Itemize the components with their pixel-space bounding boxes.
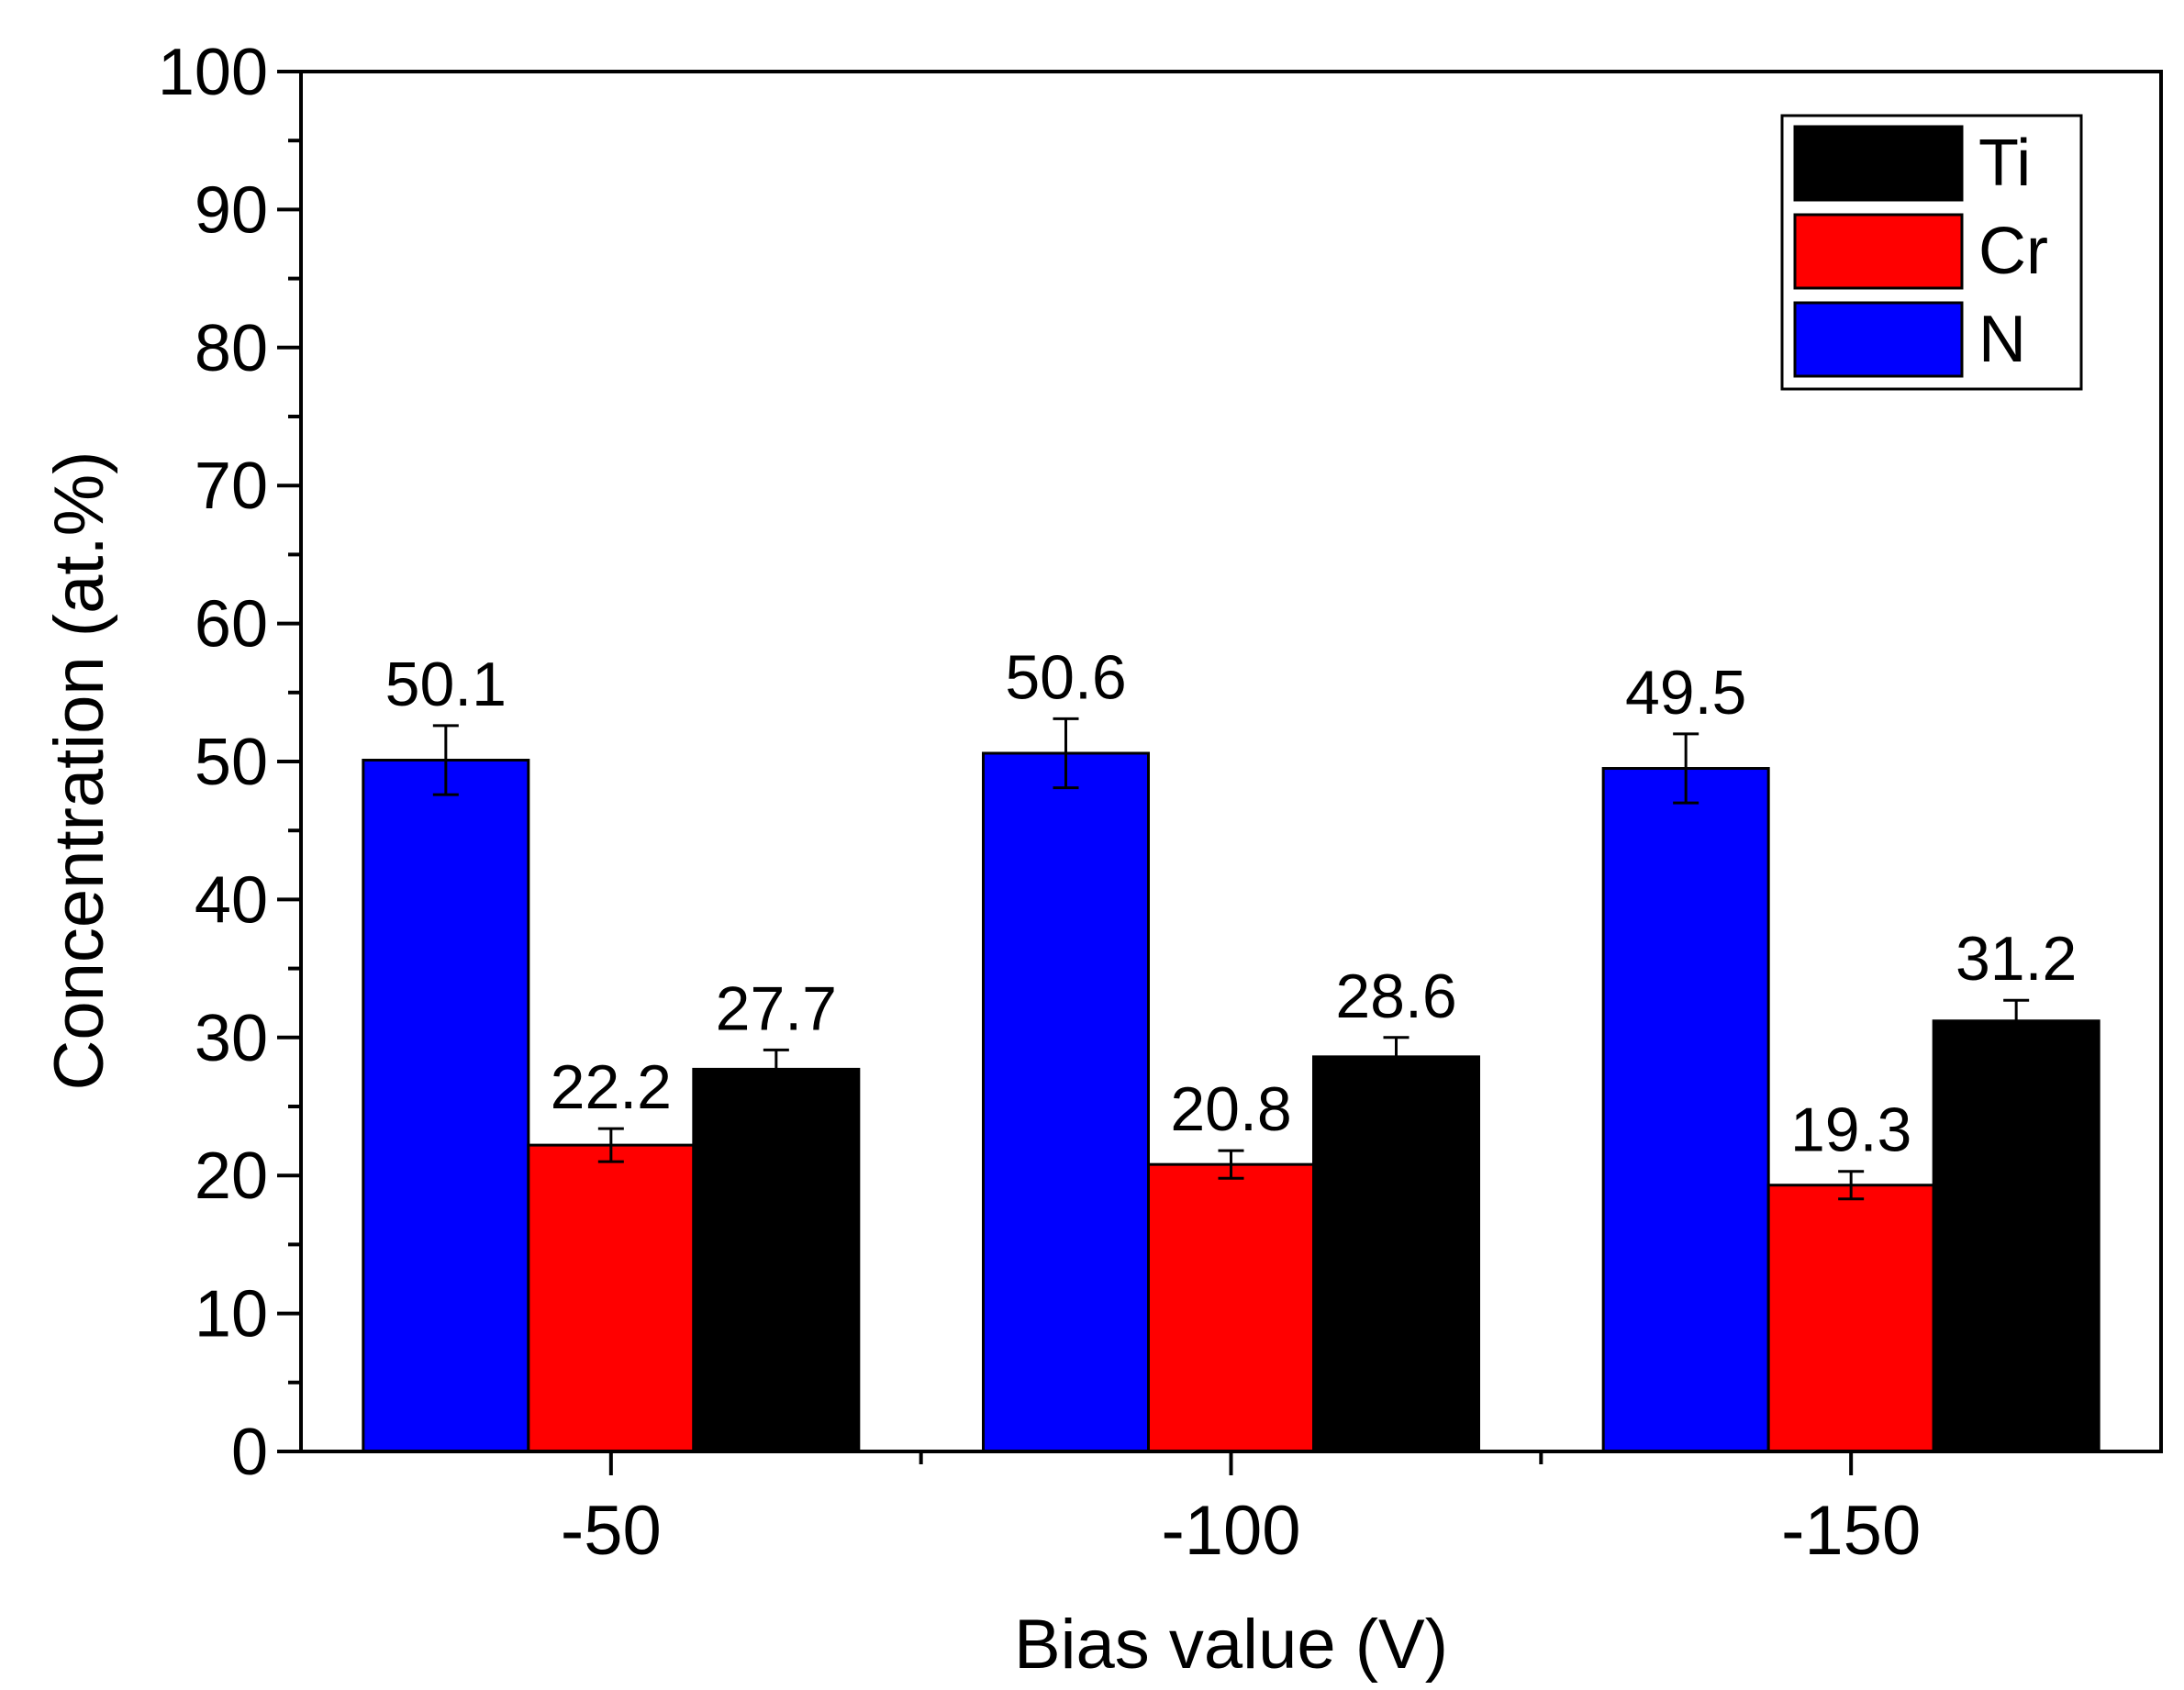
- y-tick-label: 40: [195, 863, 268, 937]
- x-tick-label: -50: [561, 1492, 662, 1570]
- bar-cr: [1766, 1184, 1935, 1453]
- y-tick-label: 30: [195, 1002, 268, 1075]
- value-labels-layer: 50.1 22.2 27.7 50.6 20.8 28.6 49.5 19.3 31.2: [385, 642, 2078, 1164]
- legend-label-cr: Cr: [1978, 215, 2048, 288]
- legend: Ti Cr N: [1780, 114, 2083, 391]
- x-axis: -50 -100 -150: [561, 1451, 1921, 1570]
- bar-n: [982, 751, 1150, 1453]
- y-tick-label: 100: [158, 36, 268, 109]
- value-label: 20.8: [1170, 1074, 1291, 1144]
- bar-ti: [1932, 1019, 2100, 1453]
- x-tick-label: -150: [1781, 1492, 1921, 1570]
- legend-swatch-n: [1793, 301, 1964, 378]
- error-bars-layer: [432, 717, 2030, 1201]
- y-tick-label: 90: [195, 173, 268, 247]
- y-axis-title: Concentration (at.%): [40, 451, 118, 1091]
- legend-label-ti: Ti: [1978, 127, 2031, 200]
- value-label: 28.6: [1335, 962, 1456, 1031]
- legend-label-n: N: [1978, 303, 2026, 376]
- y-tick-label: 70: [195, 450, 268, 523]
- bar-n: [1601, 767, 1770, 1453]
- legend-swatch-cr: [1793, 213, 1964, 290]
- y-tick-label: 80: [195, 312, 268, 385]
- x-axis-title: Bias value (V): [1014, 1606, 1448, 1684]
- y-tick-label: 10: [195, 1278, 268, 1351]
- value-label: 50.1: [385, 650, 507, 719]
- bar-n: [362, 758, 530, 1453]
- bars-layer: [362, 751, 2100, 1453]
- x-tick-label: -100: [1161, 1492, 1300, 1570]
- bar-ti: [1312, 1055, 1480, 1453]
- value-label: 19.3: [1790, 1095, 1911, 1165]
- legend-swatch-ti: [1793, 125, 1964, 202]
- y-tick-label: 60: [195, 588, 268, 662]
- y-tick-label: 0: [231, 1416, 268, 1489]
- value-label: 22.2: [551, 1052, 672, 1122]
- value-label: 49.5: [1625, 658, 1746, 728]
- bar-cr: [1147, 1162, 1315, 1453]
- value-label: 31.2: [1956, 924, 2077, 994]
- value-label: 50.6: [1005, 642, 1126, 712]
- y-axis: 0 10 20 30 40 50 60 70 80 90 100: [158, 36, 301, 1489]
- value-label: 27.7: [716, 973, 837, 1043]
- bar-ti: [692, 1067, 861, 1453]
- y-tick-label: 20: [195, 1140, 268, 1213]
- bar-cr: [527, 1143, 696, 1453]
- y-tick-label: 50: [195, 726, 268, 799]
